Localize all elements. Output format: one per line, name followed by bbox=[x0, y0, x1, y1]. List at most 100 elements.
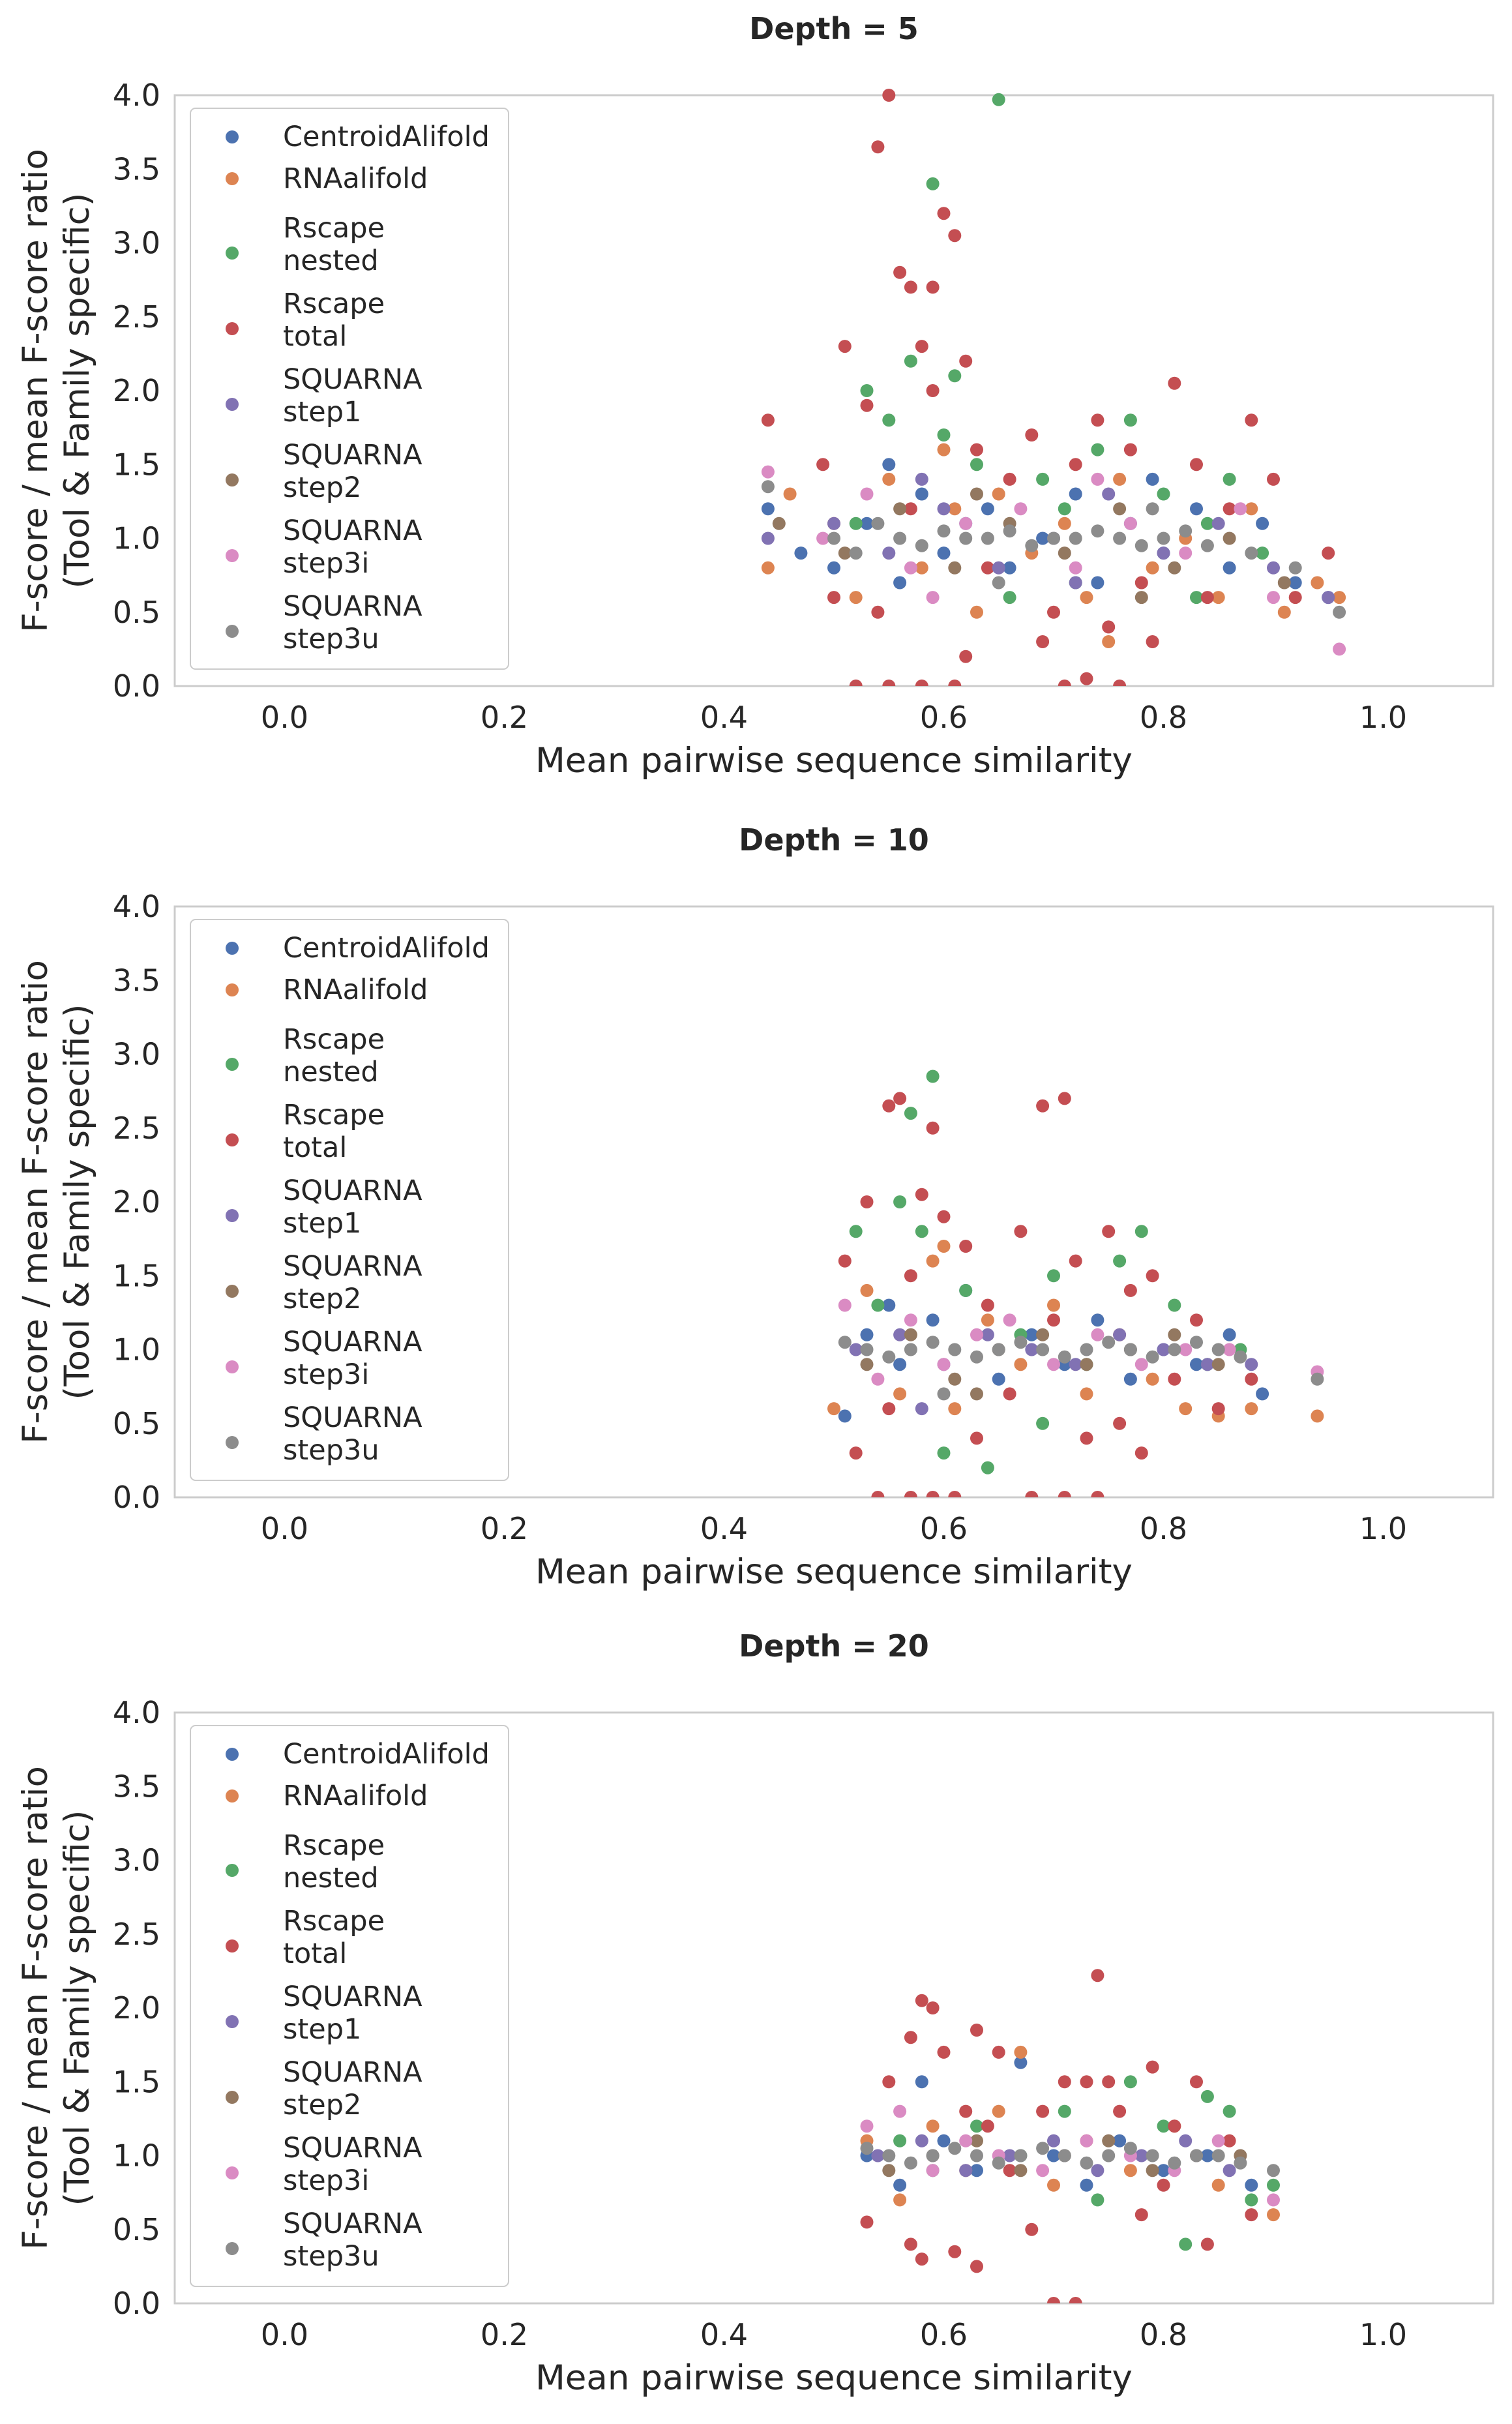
data-point bbox=[1211, 1402, 1225, 1416]
data-point bbox=[1058, 2104, 1071, 2118]
data-point bbox=[1014, 1336, 1028, 1349]
x-tick-label: 0.4 bbox=[700, 2317, 748, 2352]
data-point bbox=[1113, 680, 1127, 686]
legend-label: Rscape bbox=[283, 1023, 385, 1056]
data-point bbox=[860, 516, 874, 530]
legend-label: SQUARNA bbox=[283, 2056, 422, 2089]
legend-marker bbox=[226, 1209, 239, 1222]
series-squarna-step3u bbox=[860, 2142, 1280, 2177]
legend-label: total bbox=[283, 320, 347, 353]
data-point bbox=[937, 1358, 951, 1371]
y-tick-label: 2.5 bbox=[113, 1111, 160, 1146]
data-point bbox=[849, 1343, 863, 1356]
data-point bbox=[882, 89, 896, 102]
legend-label: SQUARNA bbox=[283, 1250, 422, 1283]
data-point bbox=[882, 458, 896, 471]
data-point bbox=[1168, 1328, 1181, 1341]
data-point bbox=[1102, 2149, 1116, 2162]
legend-label: Rscape bbox=[283, 1829, 385, 1862]
data-point bbox=[1091, 1328, 1104, 1341]
data-point bbox=[959, 1240, 973, 1253]
data-point bbox=[992, 2045, 1005, 2059]
data-point bbox=[1102, 2134, 1116, 2147]
data-point bbox=[1080, 2075, 1093, 2089]
data-point bbox=[1277, 605, 1291, 619]
legend-label: Rscape bbox=[283, 1099, 385, 1131]
legend-marker bbox=[226, 473, 239, 486]
legend-marker bbox=[226, 942, 239, 955]
data-point bbox=[1146, 561, 1159, 575]
data-point bbox=[937, 502, 951, 516]
panel-title: Depth = 20 bbox=[739, 1628, 929, 1664]
data-point bbox=[1014, 2056, 1028, 2069]
x-tick-label: 0.2 bbox=[481, 2317, 528, 2352]
data-point bbox=[937, 1446, 951, 1460]
data-point bbox=[1200, 1358, 1214, 1371]
x-tick-label: 0.2 bbox=[481, 1511, 528, 1546]
data-point bbox=[926, 2149, 940, 2162]
data-point bbox=[1146, 472, 1159, 486]
data-point bbox=[937, 428, 951, 441]
legend-label: step3i bbox=[283, 2164, 369, 2197]
data-point bbox=[915, 1402, 928, 1416]
y-tick-label: 2.5 bbox=[113, 299, 160, 335]
legend-marker bbox=[226, 1360, 239, 1373]
data-point bbox=[1267, 591, 1280, 605]
scatter-panel-2: Depth = 10 0.0 0.2 0.4 0.6 0.8 1.0 0.0 0.5 1.0 1.5… bbox=[16, 822, 1494, 1592]
data-point bbox=[1157, 546, 1170, 560]
legend-label: nested bbox=[283, 245, 379, 277]
data-point bbox=[959, 354, 973, 368]
data-point bbox=[1134, 2149, 1148, 2162]
x-tick-label: 1.0 bbox=[1359, 700, 1407, 735]
data-point bbox=[1036, 1328, 1050, 1341]
data-point bbox=[893, 2193, 907, 2207]
data-point bbox=[1036, 2104, 1050, 2118]
data-point bbox=[1168, 2156, 1181, 2170]
data-point bbox=[970, 2119, 983, 2133]
data-point bbox=[1091, 2193, 1104, 2207]
legend-box bbox=[190, 1725, 509, 2287]
data-point bbox=[1036, 472, 1050, 486]
data-point bbox=[1014, 2045, 1028, 2059]
data-point bbox=[1047, 605, 1060, 619]
data-point bbox=[772, 516, 786, 530]
data-point bbox=[1113, 1416, 1127, 1430]
data-point bbox=[860, 2119, 874, 2133]
data-point bbox=[1080, 1358, 1093, 1371]
legend-label: step3i bbox=[283, 1358, 369, 1391]
data-point bbox=[926, 1254, 940, 1268]
data-point bbox=[937, 1387, 951, 1401]
data-point bbox=[1211, 591, 1225, 605]
data-point bbox=[1223, 502, 1236, 516]
data-point bbox=[860, 2142, 874, 2155]
data-point bbox=[1091, 2164, 1104, 2177]
data-point bbox=[926, 2119, 940, 2133]
y-tick-label: 3.0 bbox=[113, 1843, 160, 1878]
data-point bbox=[1179, 2237, 1193, 2251]
legend-label: SQUARNA bbox=[283, 363, 422, 396]
data-point bbox=[827, 561, 840, 575]
data-point bbox=[981, 1313, 994, 1327]
data-point bbox=[970, 458, 983, 471]
data-point bbox=[1322, 591, 1335, 605]
data-point bbox=[1146, 2149, 1159, 2162]
data-point bbox=[1102, 1225, 1116, 1238]
data-point bbox=[1168, 1343, 1181, 1356]
data-point bbox=[1036, 2142, 1050, 2155]
y-tick-label: 1.0 bbox=[113, 1332, 160, 1368]
legend-label: SQUARNA bbox=[283, 590, 422, 623]
y-tick-label: 1.0 bbox=[113, 2138, 160, 2174]
data-point bbox=[1025, 539, 1039, 552]
data-point bbox=[970, 2134, 983, 2147]
data-point bbox=[871, 1491, 885, 1497]
data-point bbox=[1080, 2134, 1093, 2147]
data-point bbox=[926, 280, 940, 294]
legend-marker bbox=[226, 172, 239, 185]
data-point bbox=[937, 443, 951, 456]
data-point bbox=[1113, 472, 1127, 486]
data-point bbox=[783, 487, 797, 501]
x-tick-label: 0.4 bbox=[700, 1511, 748, 1546]
data-point bbox=[926, 384, 940, 397]
legend-marker bbox=[226, 2166, 239, 2179]
data-point bbox=[1069, 1358, 1082, 1371]
